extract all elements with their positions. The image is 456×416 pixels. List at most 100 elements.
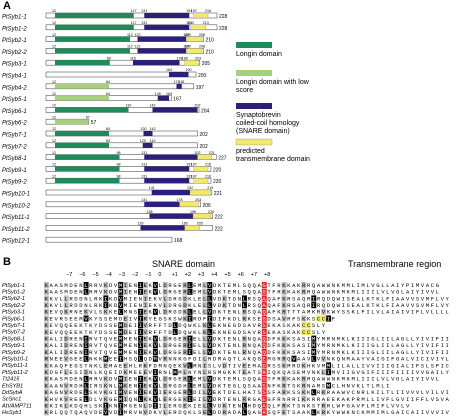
residue: I [59, 349, 62, 356]
residue-bg [63, 335, 69, 342]
residue: S [292, 336, 296, 343]
layer-label: −5 [92, 272, 98, 278]
residue: L [381, 382, 384, 389]
residue: N [134, 382, 137, 389]
residue: E [213, 389, 217, 396]
position-label: 191 [186, 163, 192, 167]
residue: I [386, 362, 389, 369]
residue-bg [187, 395, 193, 402]
legend-swatch [235, 138, 273, 146]
residue: D [213, 349, 217, 356]
residue: A [248, 329, 252, 336]
residue: V [154, 382, 158, 389]
residue: M [327, 362, 330, 369]
residue-bg [261, 282, 267, 289]
residue: V [381, 289, 385, 296]
residue: D [233, 315, 237, 322]
residue: L [208, 329, 211, 336]
residue: N [89, 369, 92, 376]
residue: R [317, 302, 321, 309]
residue: L [361, 295, 364, 302]
residue: K [287, 329, 291, 336]
residue-bg [182, 395, 188, 402]
position-label: 131 [141, 21, 147, 25]
residue: C [352, 389, 356, 396]
residue-bg [138, 328, 143, 335]
residue-bg [118, 342, 124, 349]
residue: E [74, 396, 78, 403]
transmembrane-title: Transmembrane region [348, 259, 441, 269]
residue: S [292, 349, 296, 356]
residue: K [79, 329, 83, 336]
residue-bg [187, 342, 193, 349]
residue: L [386, 409, 389, 416]
residue: L [84, 282, 87, 289]
residue-bg [118, 355, 124, 362]
sequence-name: PtSyb2-2 [2, 303, 26, 309]
residue-bg [301, 322, 307, 329]
residue: W [337, 295, 341, 302]
residue: L [203, 302, 206, 309]
residue: L [406, 356, 409, 363]
residue: L [243, 403, 246, 410]
residue: V [114, 282, 118, 289]
residue-bg [182, 302, 188, 309]
residue: N [332, 349, 335, 356]
residue: K [248, 315, 252, 322]
residue: D [149, 356, 153, 363]
residue: F [342, 403, 345, 410]
residue: I [441, 409, 444, 416]
residue: F [386, 302, 389, 309]
residue: N [139, 409, 142, 416]
residue: G [391, 409, 395, 416]
residue: K [45, 329, 49, 336]
residue: L [203, 295, 206, 302]
sequence-name: DdSybA [2, 390, 23, 396]
residue: K [84, 309, 88, 316]
residue: M [302, 369, 305, 376]
residue-bg [143, 308, 148, 315]
residue: K [297, 376, 301, 383]
protein-length: 200 [198, 73, 207, 79]
residue: S [262, 389, 266, 396]
residue: S [347, 309, 351, 316]
residue: I [154, 369, 157, 376]
tm-domain [187, 36, 203, 42]
residue: L [347, 342, 350, 349]
residue: V [406, 309, 410, 316]
residue: L [366, 389, 369, 396]
residue-bg [182, 369, 188, 376]
residue: A [257, 336, 261, 343]
residue: I [158, 403, 161, 410]
residue: S [74, 369, 78, 376]
residue: N [238, 403, 241, 410]
residue: T [163, 329, 167, 336]
position-label: 189 [185, 33, 191, 37]
residue: L [203, 382, 206, 389]
residue: S [272, 362, 276, 369]
residue: T [253, 389, 257, 396]
residue-bg [152, 395, 158, 402]
residue: K [104, 382, 108, 389]
residue: D [163, 282, 167, 289]
residue: F [381, 403, 384, 410]
protein-name: PtSyb6-2 [2, 121, 27, 127]
residue: F [436, 336, 439, 343]
protein-name: PtSyb5-1 [2, 97, 27, 103]
residue: M [337, 342, 340, 349]
residue-bg [202, 335, 208, 342]
longin-domain [55, 119, 89, 125]
residue: N [79, 349, 82, 356]
residue: E [243, 369, 247, 376]
residue: L [436, 289, 439, 296]
residue: V [109, 349, 113, 356]
residue-bg [138, 322, 143, 329]
residue: K [50, 362, 54, 369]
residue: H [342, 382, 345, 389]
residue-bg [311, 302, 317, 309]
residue: M [361, 396, 364, 403]
residue: I [396, 369, 399, 376]
residue-bg [123, 395, 129, 402]
residue: S [243, 329, 247, 336]
residue: Q [104, 349, 108, 356]
